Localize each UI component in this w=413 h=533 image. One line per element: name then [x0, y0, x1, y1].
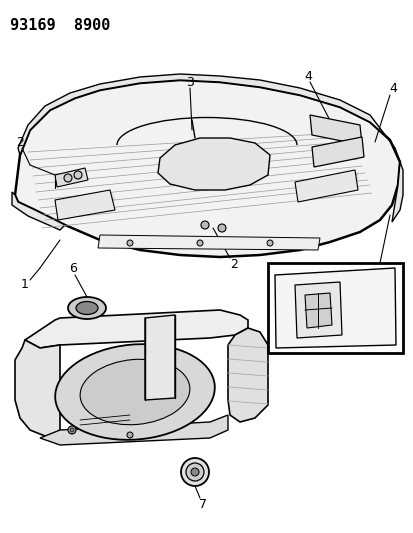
Polygon shape — [12, 192, 65, 230]
Ellipse shape — [55, 344, 214, 440]
Circle shape — [70, 428, 74, 432]
Polygon shape — [309, 115, 361, 145]
Polygon shape — [15, 80, 399, 257]
Circle shape — [180, 458, 209, 486]
Text: 3: 3 — [185, 76, 193, 88]
Polygon shape — [158, 138, 269, 190]
Ellipse shape — [80, 359, 190, 425]
Text: 4: 4 — [303, 69, 311, 83]
Circle shape — [218, 224, 225, 232]
Circle shape — [68, 426, 76, 434]
Circle shape — [127, 240, 133, 246]
Polygon shape — [274, 268, 395, 348]
Ellipse shape — [68, 297, 106, 319]
Polygon shape — [98, 235, 319, 250]
Polygon shape — [18, 74, 399, 162]
Text: 7: 7 — [199, 498, 206, 512]
Polygon shape — [304, 293, 331, 328]
Circle shape — [266, 240, 272, 246]
Polygon shape — [294, 282, 341, 338]
Polygon shape — [145, 315, 175, 400]
Polygon shape — [55, 168, 88, 187]
Polygon shape — [25, 310, 247, 348]
Circle shape — [197, 240, 202, 246]
Text: 93169  8900: 93169 8900 — [10, 18, 110, 33]
Circle shape — [64, 174, 72, 182]
Bar — [267, 263, 402, 353]
Circle shape — [190, 468, 199, 476]
Polygon shape — [40, 415, 228, 445]
Circle shape — [74, 171, 82, 179]
Polygon shape — [391, 162, 402, 222]
Circle shape — [201, 221, 209, 229]
Polygon shape — [311, 137, 363, 167]
Polygon shape — [228, 328, 267, 422]
Text: 2: 2 — [16, 136, 24, 149]
Ellipse shape — [76, 302, 98, 314]
Text: 4: 4 — [388, 83, 396, 95]
Text: 6: 6 — [69, 262, 77, 274]
Circle shape — [185, 463, 204, 481]
Text: 5: 5 — [274, 343, 281, 353]
Text: 1: 1 — [21, 279, 29, 292]
Circle shape — [127, 432, 133, 438]
Polygon shape — [294, 170, 357, 202]
Polygon shape — [15, 340, 60, 438]
Polygon shape — [55, 190, 115, 220]
Text: 2: 2 — [230, 257, 237, 271]
